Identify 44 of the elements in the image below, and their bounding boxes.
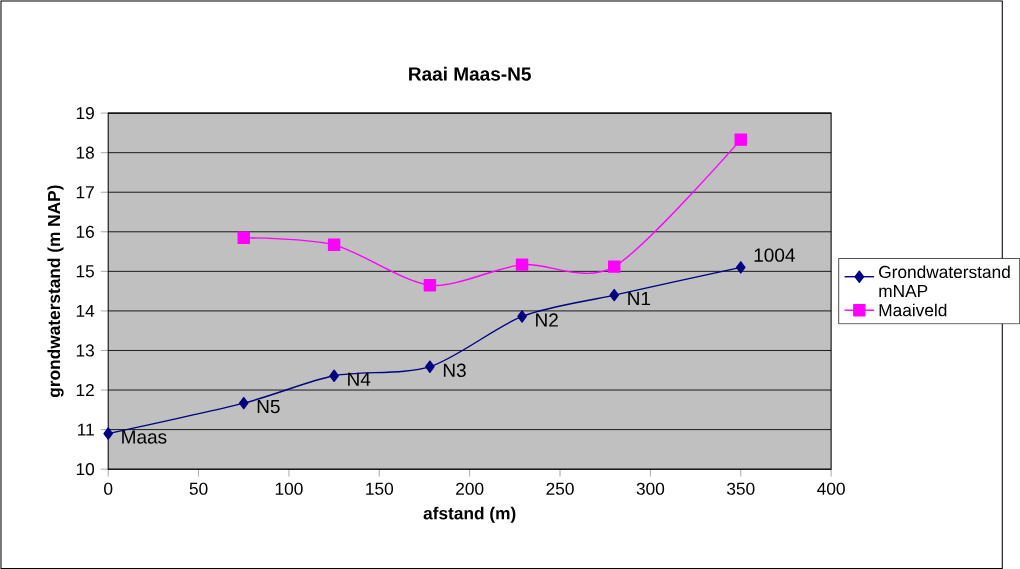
legend-label: Maaiveld: [879, 303, 947, 317]
annotation: Maas: [122, 430, 167, 444]
y-tick-label: 14: [76, 304, 95, 317]
annotation: N2: [536, 313, 558, 327]
y-tick-label: 18: [76, 146, 94, 159]
x-tick-label: 50: [189, 482, 208, 495]
point: [329, 369, 339, 382]
point: [103, 427, 114, 440]
chart-title: Raai Maas-N5: [409, 66, 531, 81]
y-tick-label: 13: [76, 344, 94, 357]
annotation: 1004: [754, 248, 795, 262]
y-tick-label: 11: [78, 423, 94, 436]
point: [423, 278, 437, 292]
y-tick-label: 12: [76, 383, 94, 396]
y-tick-label: 10: [76, 462, 95, 476]
point: [735, 260, 746, 274]
y-tick-label: 19: [76, 106, 94, 119]
x-tick-label: 300: [636, 482, 665, 495]
x-tick-label: 400: [817, 482, 845, 495]
point: [327, 238, 341, 251]
x-tick-label: 100: [275, 482, 303, 495]
x-axis-title: afstand (m): [423, 506, 516, 523]
point: [515, 258, 529, 271]
point: [425, 360, 435, 373]
annotation: N4: [348, 372, 371, 386]
x-tick-label: 250: [546, 482, 574, 495]
y-tick-label: 17: [76, 186, 94, 198]
point: [609, 288, 620, 302]
annotation: N3: [443, 363, 466, 377]
x-tick-label: 0: [104, 482, 113, 495]
point: [608, 260, 621, 273]
x-tick-label: 200: [456, 482, 484, 495]
x-tick-label: 150: [366, 482, 394, 495]
point: [237, 231, 250, 244]
point: [517, 310, 527, 323]
y-axis-title: grondwaterstand (m NAP): [47, 185, 64, 397]
annotation: N1: [628, 291, 651, 305]
legend-label: Grondwaterstand mNAP: [879, 265, 1010, 297]
point: [734, 133, 747, 146]
annotation: N5: [257, 399, 280, 414]
y-tick-label: 16: [76, 225, 94, 238]
point: [238, 396, 249, 410]
x-tick-label: 350: [726, 482, 755, 495]
y-tick-label: 15: [76, 265, 94, 278]
